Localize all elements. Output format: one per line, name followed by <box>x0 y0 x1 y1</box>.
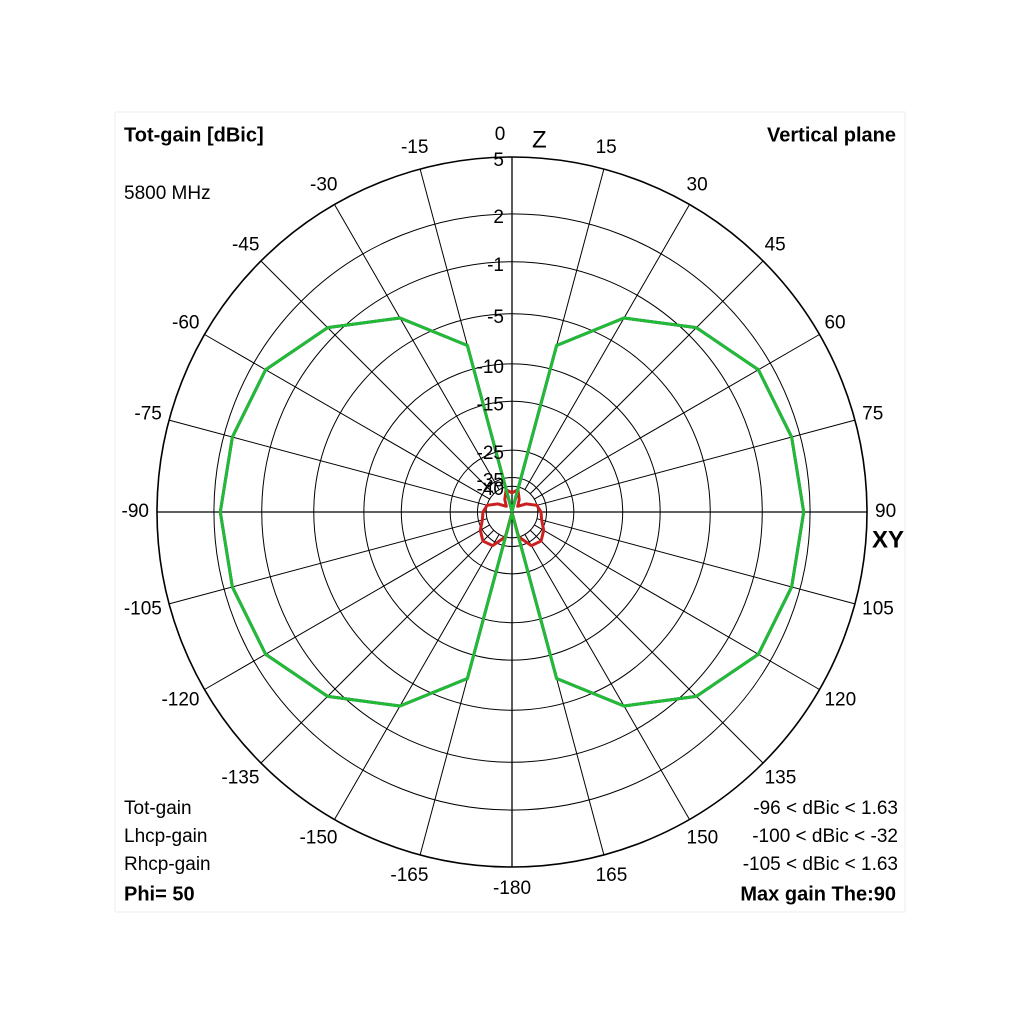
spoke <box>529 260 764 495</box>
spoke <box>334 534 500 820</box>
angle-tick-label: -15 <box>401 137 428 158</box>
pattern-line <box>218 316 806 708</box>
legend-entry: Rhcp-gain <box>124 854 211 875</box>
chart-subtitle: Vertical plane <box>767 124 896 146</box>
frequency: 5800 MHz <box>124 183 211 204</box>
r-tick-label: -35 <box>477 470 504 491</box>
angle-tick-label: 120 <box>824 690 856 711</box>
angle-tick-label: 75 <box>862 403 883 424</box>
r-tick-label: -10 <box>477 357 504 378</box>
legend-entry: Tot-gain <box>124 798 192 819</box>
angle-tick-label: -180 <box>493 878 531 899</box>
spoke <box>529 529 764 764</box>
r-tick-label: -5 <box>487 307 504 328</box>
labels: 5 2 -1 -5 -10 -15 -25 -35-40 0 15 30 45 60 75 90 105 120… <box>122 124 898 899</box>
r-tick-label: -15 <box>477 394 504 415</box>
spoke <box>524 534 690 820</box>
spoke <box>524 204 690 490</box>
spoke <box>168 518 488 605</box>
phi-label: Phi= 50 <box>124 883 195 905</box>
xy-axis-label: XY <box>872 526 904 553</box>
spoke <box>534 524 820 690</box>
r-tick-label: -25 <box>477 443 504 464</box>
spoke <box>260 529 495 764</box>
spoke <box>534 334 820 500</box>
pattern-line <box>478 488 546 548</box>
legend-range: -105 < dBic < 1.63 <box>743 854 898 875</box>
z-axis-label: Z <box>532 126 547 153</box>
angle-tick-label: 135 <box>765 768 797 789</box>
angle-tick-label: -150 <box>299 828 337 849</box>
spoke <box>536 419 856 506</box>
angle-tick-label: -75 <box>134 403 161 424</box>
angle-tick-label: 105 <box>862 599 894 620</box>
legend-entry: Lhcp-gain <box>124 826 207 847</box>
spoke <box>204 524 490 690</box>
spoke <box>260 260 495 495</box>
spoke <box>168 419 488 506</box>
angle-tick-label: -60 <box>172 313 199 334</box>
angle-tick-label: -120 <box>161 690 199 711</box>
spoke <box>204 334 490 500</box>
angle-tick-label: 60 <box>824 313 845 334</box>
r-tick-label: 5 <box>493 150 504 171</box>
angle-tick-label: 0 <box>495 124 506 145</box>
angle-tick-label: -135 <box>221 768 259 789</box>
angle-tick-label: -30 <box>310 175 337 196</box>
r-tick-label: 2 <box>493 207 504 228</box>
spoke <box>536 518 856 605</box>
angle-tick-label: 150 <box>687 828 719 849</box>
angle-tick-label: 90 <box>875 501 896 522</box>
angle-tick-label: -90 <box>122 501 149 522</box>
spoke <box>334 204 500 490</box>
legend-range: -100 < dBic < -32 <box>752 826 898 847</box>
chart-title: Tot-gain [dBic] <box>124 124 264 146</box>
angle-tick-label: -45 <box>232 234 259 255</box>
r-tick-label: -1 <box>487 255 504 276</box>
max-gain-label: Max gain The:90 <box>740 883 896 905</box>
angle-tick-label: -105 <box>124 599 162 620</box>
angle-tick-label: 15 <box>596 137 617 158</box>
angle-tick-label: -165 <box>390 865 428 886</box>
legend-range: -96 < dBic < 1.63 <box>753 798 898 819</box>
r-tick-label: -40 <box>477 479 504 500</box>
angle-tick-label: 45 <box>765 234 786 255</box>
angle-tick-label: 165 <box>596 865 628 886</box>
curves <box>218 316 806 708</box>
angle-tick-label: 30 <box>687 175 708 196</box>
